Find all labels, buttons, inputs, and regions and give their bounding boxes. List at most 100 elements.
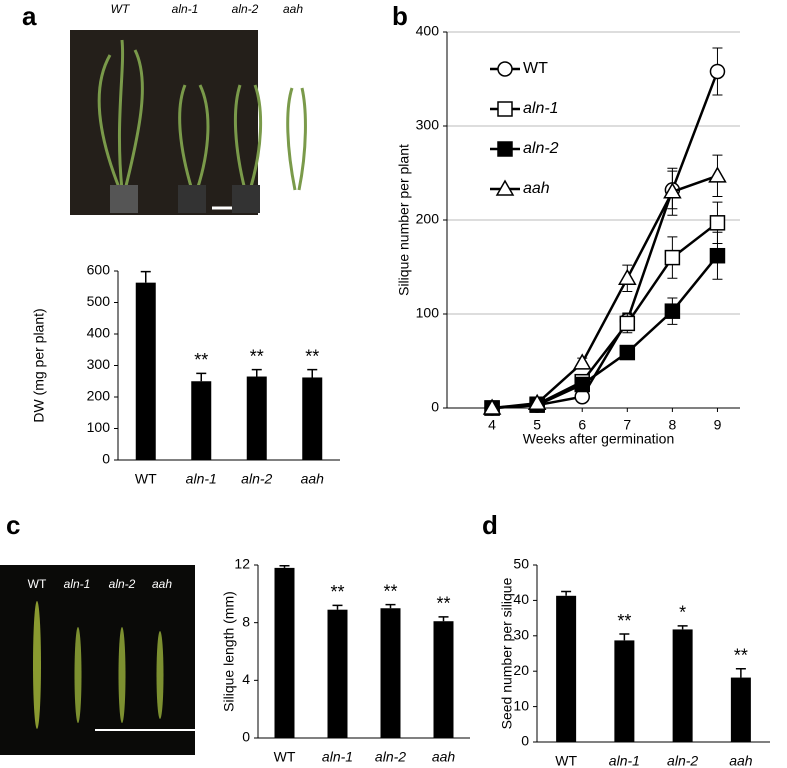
significance-label: ** <box>250 346 264 366</box>
point <box>664 303 681 319</box>
photo-siliques <box>0 565 195 755</box>
y-tick-label: 30 <box>513 627 529 643</box>
y-tick-label: 400 <box>87 325 111 341</box>
y-tick-label: 300 <box>87 356 111 372</box>
x-tick-label: 9 <box>714 417 722 433</box>
point <box>663 182 682 199</box>
bar <box>614 640 635 742</box>
significance-label: ** <box>194 350 208 370</box>
x-axis-label: Weeks after germination <box>523 431 674 447</box>
legend-marker <box>495 179 515 196</box>
panel-label: c <box>6 510 20 540</box>
panel-label: a <box>22 1 37 31</box>
x-tick-label: aln-2 <box>241 471 272 487</box>
bar <box>672 629 693 742</box>
x-tick-label: WT <box>274 749 296 765</box>
y-tick-label: 100 <box>87 419 111 435</box>
significance-label: ** <box>305 346 319 366</box>
x-tick-label: 7 <box>623 417 631 433</box>
error-bar <box>196 372 207 382</box>
point <box>708 166 727 183</box>
y-axis-label: Silique length (mm) <box>221 591 237 712</box>
y-tick-label: 0 <box>242 729 250 745</box>
bar <box>191 381 212 460</box>
significance-label: ** <box>383 581 397 601</box>
bar <box>274 567 295 738</box>
y-tick-label: 200 <box>87 388 111 404</box>
point <box>618 268 637 286</box>
point <box>709 247 726 264</box>
photo-plants-extra <box>232 185 258 213</box>
series-line <box>491 221 719 410</box>
photo-label: aln-1 <box>172 2 199 16</box>
significance-label: ** <box>617 611 631 631</box>
y-tick-label: 0 <box>521 733 529 749</box>
y-tick-label: 4 <box>242 671 250 687</box>
photo-label: aln-2 <box>109 577 136 591</box>
point <box>574 376 590 393</box>
panel-label: b <box>392 1 408 31</box>
bar <box>302 377 323 460</box>
x-tick-label: 5 <box>533 417 541 433</box>
bar <box>433 621 454 738</box>
y-tick-label: 400 <box>416 23 440 39</box>
error-bar <box>735 667 746 678</box>
x-tick-label: aln-2 <box>667 753 698 768</box>
bar <box>327 609 348 738</box>
legend-label: aln-1 <box>523 100 559 117</box>
legend-marker <box>497 141 513 157</box>
x-tick-label: WT <box>135 471 157 487</box>
legend-label: WT <box>523 60 548 77</box>
y-axis-label: DW (mg per plant) <box>31 308 47 422</box>
legend-label: aah <box>523 180 550 197</box>
y-tick-label: 12 <box>234 556 250 572</box>
photo-label: aah <box>283 2 303 16</box>
x-tick-label: WT <box>555 753 577 768</box>
photo-label: WT <box>28 577 47 591</box>
photo-plants <box>70 30 307 215</box>
error-bar <box>561 590 572 596</box>
y-tick-label: 500 <box>87 293 111 309</box>
point <box>527 393 547 411</box>
x-tick-label: aln-2 <box>375 749 406 765</box>
x-tick-label: aah <box>301 471 325 487</box>
y-tick-label: 600 <box>87 262 111 278</box>
y-tick-label: 300 <box>416 117 440 133</box>
point <box>664 249 681 266</box>
bar <box>246 376 267 460</box>
panel-label: d <box>482 510 498 540</box>
error-bar <box>279 564 290 568</box>
legend-marker <box>497 101 513 117</box>
point <box>709 215 726 231</box>
x-tick-label: aln-1 <box>186 471 217 487</box>
y-tick-label: 8 <box>242 613 250 629</box>
x-tick-label: 6 <box>578 417 586 433</box>
series-line <box>491 254 719 410</box>
y-tick-label: 20 <box>513 662 529 678</box>
error-bar <box>438 616 449 622</box>
x-tick-label: aah <box>432 749 456 765</box>
error-bar <box>619 633 630 641</box>
y-tick-label: 0 <box>102 451 110 467</box>
bar <box>730 677 751 742</box>
legend-label: aln-2 <box>523 140 559 157</box>
y-tick-label: 40 <box>513 591 529 607</box>
significance-label: ** <box>330 582 344 602</box>
legend-marker <box>497 61 513 77</box>
series-line <box>491 71 719 410</box>
x-tick-label: 4 <box>488 417 496 433</box>
significance-label: * <box>679 603 686 623</box>
point <box>482 398 502 415</box>
series-line <box>491 174 718 410</box>
bar <box>556 595 577 742</box>
significance-label: ** <box>436 594 450 614</box>
error-bar <box>251 368 262 377</box>
point <box>709 63 726 80</box>
x-tick-label: aln-1 <box>609 753 640 768</box>
bar <box>135 282 156 460</box>
y-tick-label: 50 <box>513 556 529 572</box>
error-bar <box>140 270 151 283</box>
photo-label: aah <box>152 577 172 591</box>
y-tick-label: 100 <box>416 305 440 321</box>
